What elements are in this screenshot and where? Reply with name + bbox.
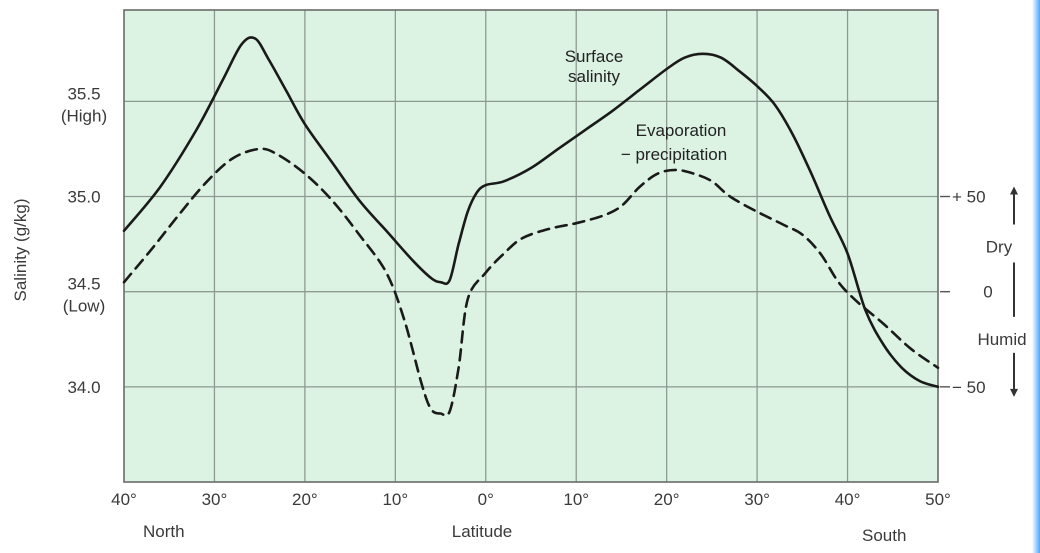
grid-lines	[124, 10, 938, 482]
x-tick-label-5: 10°	[563, 490, 589, 509]
y2-tick-label-0: + 50	[952, 188, 986, 207]
x-tick-label-3: 10°	[382, 490, 408, 509]
surface-salinity-line	[122, 36, 940, 389]
x-tick-label-7: 30°	[744, 490, 770, 509]
window-edge-strip	[1032, 0, 1040, 553]
x-axis-label: Latitude	[452, 522, 513, 541]
evaporation-precipitation-line	[122, 147, 940, 417]
y-tick-label-0: 35.5	[67, 84, 100, 103]
y-tick-sub-label-2: (Low)	[63, 297, 106, 316]
y-tick-sub-label-0: (High)	[61, 106, 107, 125]
y2-bottom-label: Humid	[977, 330, 1026, 349]
secondary-y-axis: + 50 0 − 50 Dry Humid	[940, 186, 1027, 397]
x-tick-label-9: 50°	[925, 490, 951, 509]
x-tick-label-4: 0°	[478, 490, 494, 509]
x-tick-label-1: 30°	[202, 490, 228, 509]
x-axis-ticks: 40° 30° 20° 10° 0° 10° 20° 30° 40° 50°	[111, 490, 951, 509]
x-tick-label-8: 40°	[835, 490, 861, 509]
evaporation-label-line-1: Evaporation	[636, 121, 727, 140]
x-tick-label-2: 20°	[292, 490, 318, 509]
y-tick-label-1: 35.0	[67, 188, 100, 207]
x-axis-right-end-label: South	[862, 526, 906, 545]
surface-salinity-label-line-2: salinity	[568, 67, 620, 86]
y2-tick-label-2: − 50	[952, 378, 986, 397]
plot-frame	[123, 9, 939, 483]
evaporation-label-line-2: − precipitation	[621, 145, 727, 164]
y-axis-ticks: 35.5 (High) 35.0 34.5 (Low) 34.0	[61, 84, 107, 396]
y2-tick-label-1: 0	[983, 283, 992, 302]
surface-salinity-label-line-1: Surface	[565, 47, 624, 66]
y2-arrow-up-icon	[1010, 186, 1018, 195]
x-tick-label-0: 40°	[111, 490, 137, 509]
y-tick-label-2: 34.5	[67, 275, 100, 294]
plot-background	[124, 10, 938, 482]
x-axis-left-end-label: North	[143, 522, 185, 541]
y2-arrow-down-icon	[1010, 388, 1018, 397]
y-axis-label: Salinity (g/kg)	[11, 199, 30, 302]
series-layer	[122, 36, 940, 417]
y2-top-label: Dry	[986, 238, 1013, 257]
y-tick-label-3: 34.0	[67, 378, 100, 397]
x-tick-label-6: 20°	[654, 490, 680, 509]
